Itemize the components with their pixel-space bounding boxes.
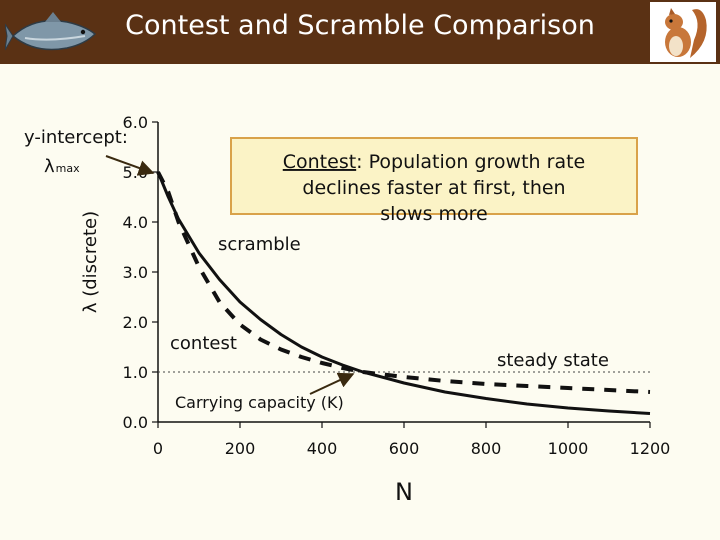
salmon-fish-icon: [5, 6, 105, 62]
svg-text:Contest: Population growth rat: Contest: Population growth rate: [283, 151, 585, 173]
svg-text:λmax: λmax: [44, 156, 80, 177]
carrying-capacity-arrow: [309, 372, 355, 395]
contest-callout-box: [230, 137, 638, 215]
x-tick-label: 200: [225, 439, 256, 458]
x-tick-label: 600: [389, 439, 420, 458]
y-tick-label: 2.0: [123, 313, 148, 332]
title-bar: [0, 0, 720, 64]
y-tick-label: 1.0: [123, 363, 148, 382]
y-tick-label: 4.0: [123, 213, 148, 232]
x-tick-label: 400: [307, 439, 338, 458]
contest-label: contest: [170, 333, 237, 354]
lambda-max-symbol: λ: [44, 156, 55, 177]
x-tick-label: 1200: [630, 439, 671, 458]
contest-callout-line3: slows more: [380, 203, 488, 225]
carrying-capacity-label: Carrying capacity (K): [175, 393, 344, 412]
x-axis-title: N: [395, 478, 413, 506]
x-tick-label: 0: [153, 439, 163, 458]
y-tick-label: 6.0: [123, 113, 148, 132]
y-intercept-label: y-intercept:: [24, 127, 128, 148]
scramble-label: scramble: [218, 234, 301, 255]
y-intercept-arrow: [105, 155, 155, 176]
squirrel-icon: [650, 2, 716, 62]
steady-state-label: steady state: [497, 350, 609, 371]
x-tick-label: 1000: [548, 439, 589, 458]
contest-callout-head: Contest: [283, 151, 356, 173]
slide-title: Contest and Scramble Comparison: [125, 10, 595, 41]
contest-callout-line1: : Population growth rate: [356, 151, 585, 173]
x-tick-label: 800: [471, 439, 502, 458]
series-scramble-line: [156, 171, 651, 394]
series-contest-line: [156, 171, 651, 415]
contest-callout-line2: declines faster at first, then: [302, 177, 565, 199]
y-tick-label: 0.0: [123, 413, 148, 432]
y-tick-label: 3.0: [123, 263, 148, 282]
y-axis-title: λ (discrete): [80, 211, 101, 313]
lambda-max-subscript: max: [56, 162, 80, 175]
